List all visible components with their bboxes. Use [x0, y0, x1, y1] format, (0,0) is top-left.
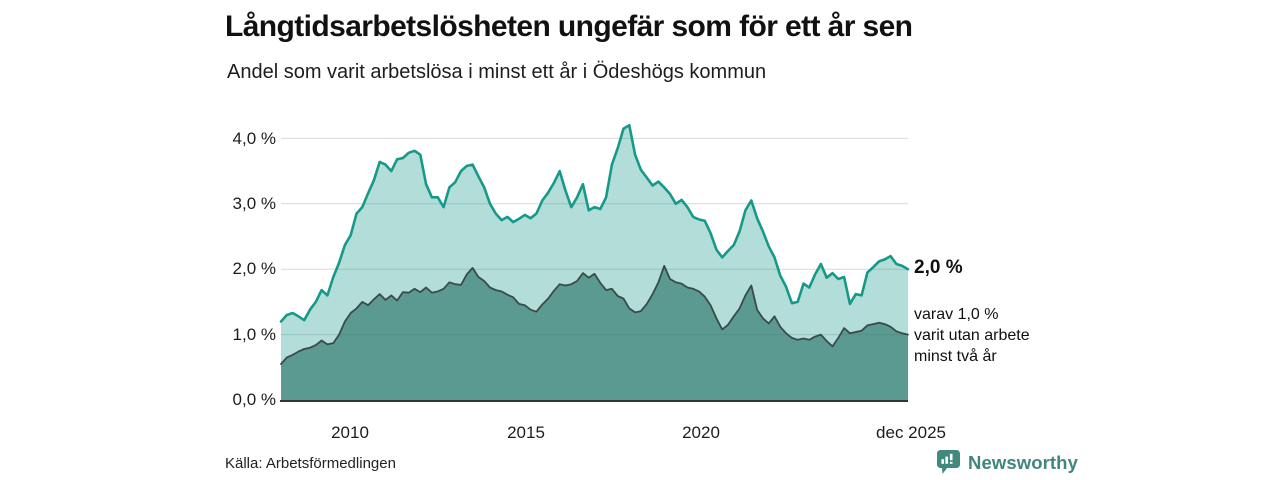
x-tick-label: 2010	[331, 423, 369, 442]
x-tick-label-latest: dec 2025	[876, 423, 946, 442]
newsworthy-bubble-icon	[937, 450, 960, 474]
y-tick-label: 4,0 %	[232, 129, 276, 148]
newsworthy-logo[interactable]: Newsworthy	[936, 449, 1078, 476]
series-two-year-annotation: varav 1,0 % varit utan arbete minst två …	[914, 304, 1030, 367]
x-tick-label: 2020	[682, 423, 720, 442]
line-total	[279, 124, 910, 323]
chart-subtitle: Andel som varit arbetslösa i minst ett å…	[227, 61, 767, 83]
annotation-line: varav 1,0 %	[914, 306, 999, 323]
series-total-end-value: 2,0 %	[914, 257, 963, 278]
x-tick-label: 2015	[507, 423, 545, 442]
source-credit: Källa: Arbetsförmedlingen	[225, 455, 396, 472]
annotation-line: minst två år	[914, 348, 997, 365]
y-tick-label: 0,0 %	[232, 390, 276, 409]
annotation-line: varit utan arbete	[914, 327, 1030, 344]
line-two-years	[280, 265, 909, 365]
area-two-years	[281, 265, 908, 400]
y-tick-label: 1,0 %	[232, 325, 276, 344]
page-title: Långtidsarbetslösheten ungefär som för e…	[225, 10, 913, 43]
newsworthy-wordmark: Newsworthy	[968, 451, 1078, 473]
y-tick-label: 3,0 %	[232, 194, 276, 213]
y-tick-label: 2,0 %	[232, 259, 276, 278]
